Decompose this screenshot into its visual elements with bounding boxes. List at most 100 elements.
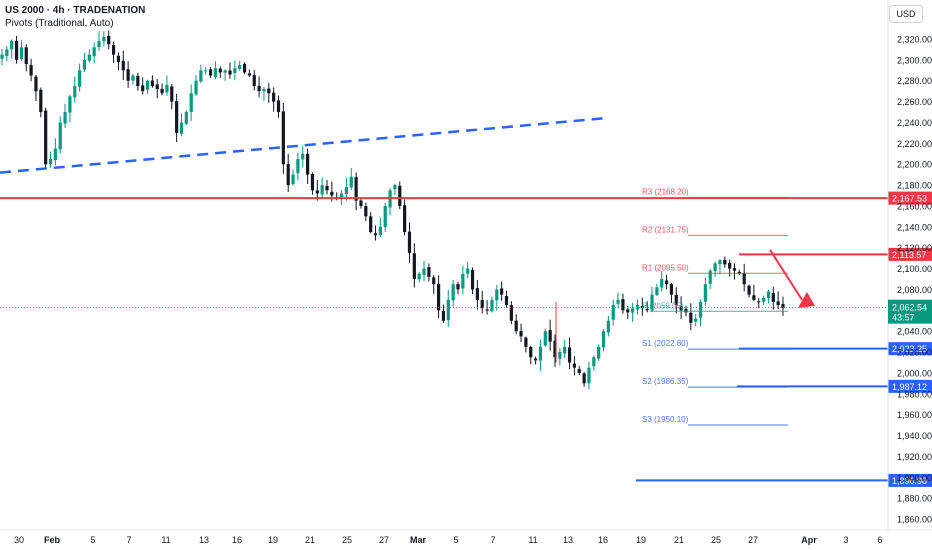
- candle-body: [514, 320, 518, 332]
- candle-body: [141, 85, 145, 92]
- candle-body: [601, 331, 606, 348]
- level-lines: 2,167.53 2,113.57 2,023.25 1,987.12 1,896.98: [0, 191, 932, 487]
- candle-body: [184, 112, 188, 124]
- candle-body: [703, 284, 707, 302]
- x-tick-label: 19: [268, 535, 278, 545]
- price-axis[interactable]: 1,860.00 1,880.00 1,900.00 1,920.00 1,940.00…: [887, 0, 932, 530]
- candle-body: [732, 268, 737, 271]
- y-tick-label: 2,000.00: [897, 368, 932, 378]
- y-tick-label: 2,220.00: [897, 139, 932, 149]
- candle-body: [111, 44, 116, 55]
- candle-body: [116, 55, 121, 62]
- candle-body: [524, 337, 528, 347]
- candle-body: [558, 352, 562, 359]
- currency-button[interactable]: USD: [889, 5, 923, 23]
- candle-body: [63, 112, 67, 124]
- time-axis[interactable]: 30 Feb 5 7 11 13 16 19 21 25 27 Mar 5 7 11 13 16 19 21 25 27…: [0, 529, 932, 545]
- candle-body: [126, 69, 130, 81]
- drawings: [0, 117, 888, 309]
- candle-body: [664, 280, 669, 285]
- down-arrow-shaft: [769, 249, 803, 301]
- y-tick-label: 1,960.00: [897, 410, 932, 420]
- candle-body: [155, 84, 159, 90]
- candle-body: [310, 173, 315, 191]
- candle-body: [543, 331, 547, 346]
- candle-body: [567, 347, 572, 363]
- x-tick-label: 5: [90, 535, 95, 545]
- level-price-tag: [888, 379, 932, 393]
- x-tick-label: 13: [563, 535, 573, 545]
- candle-body: [262, 89, 266, 92]
- candle-body: [204, 70, 208, 72]
- candle-body: [592, 357, 596, 367]
- level-price-label: 2,023.25: [892, 344, 927, 354]
- candle-body: [306, 153, 310, 175]
- candle-body: [97, 41, 101, 47]
- candle-body: [272, 92, 276, 102]
- x-tick-label: 21: [674, 535, 684, 545]
- pivot-label: R3 (2168.20): [642, 187, 689, 196]
- candle-body: [645, 309, 649, 311]
- x-tick-label: 27: [379, 535, 389, 545]
- level-price-tag: [888, 247, 932, 261]
- y-tick-label: 2,280.00: [897, 76, 932, 86]
- x-tick-label: 16: [232, 535, 242, 545]
- candle-body: [213, 68, 218, 78]
- level-price-tag: [888, 473, 932, 487]
- y-tick-label: 2,100.00: [897, 264, 932, 274]
- candle-body: [24, 47, 28, 65]
- candle-body: [34, 76, 38, 92]
- candle-body: [466, 268, 470, 274]
- down-arrow-head: [798, 291, 815, 308]
- y-tick-label: 2,180.00: [897, 181, 932, 191]
- candle-body: [267, 88, 271, 94]
- candle-body: [635, 305, 640, 310]
- candle-body: [330, 191, 334, 196]
- candle-body: [257, 85, 261, 92]
- candle-body: [461, 273, 465, 289]
- candle-body: [228, 70, 232, 75]
- candle-body: [509, 305, 513, 321]
- candle-body: [742, 273, 746, 285]
- y-tick-label: 2,020.00: [897, 348, 932, 358]
- x-tick-label: Mar: [410, 535, 427, 545]
- candle-body: [432, 277, 436, 285]
- candle-body: [519, 330, 523, 337]
- x-tick-label: 11: [161, 535, 170, 545]
- candle-body: [145, 80, 150, 90]
- candle-body: [276, 100, 281, 113]
- candle-body: [315, 190, 319, 194]
- candle-body: [78, 70, 82, 87]
- indicator-label[interactable]: Pivots (Traditional, Auto): [5, 18, 114, 29]
- level-price-label: 1,987.12: [892, 382, 927, 392]
- candle-body: [223, 70, 227, 73]
- y-tick-label: 1,900.00: [897, 473, 932, 483]
- candle-body: [723, 259, 727, 265]
- y-tick-label: 1,940.00: [897, 431, 932, 441]
- current-price-label: 2,062.54: [892, 303, 927, 313]
- candle-body: [87, 54, 91, 61]
- candle-body: [611, 305, 615, 320]
- candle-body: [403, 205, 407, 233]
- candle-body: [500, 288, 504, 295]
- candle-body: [170, 86, 174, 102]
- candle-body: [752, 295, 756, 300]
- y-tick-label: 2,260.00: [897, 97, 932, 107]
- x-tick-label: Apr: [801, 535, 817, 545]
- candle-body: [708, 270, 712, 284]
- candle-body: [150, 80, 154, 86]
- candle-body: [48, 159, 53, 165]
- candle-body: [281, 111, 285, 165]
- candle-body: [218, 68, 222, 73]
- candle-body: [587, 367, 591, 384]
- pivot-label: S2 (1986.35): [642, 377, 689, 386]
- x-tick-label: 11: [528, 535, 537, 545]
- candle-body: [621, 299, 625, 311]
- x-tick-label: 16: [598, 535, 608, 545]
- candle-body: [233, 68, 237, 74]
- candle-body: [354, 177, 358, 201]
- candle-body: [378, 226, 382, 236]
- candle-body: [451, 284, 455, 301]
- candle-body: [107, 35, 111, 45]
